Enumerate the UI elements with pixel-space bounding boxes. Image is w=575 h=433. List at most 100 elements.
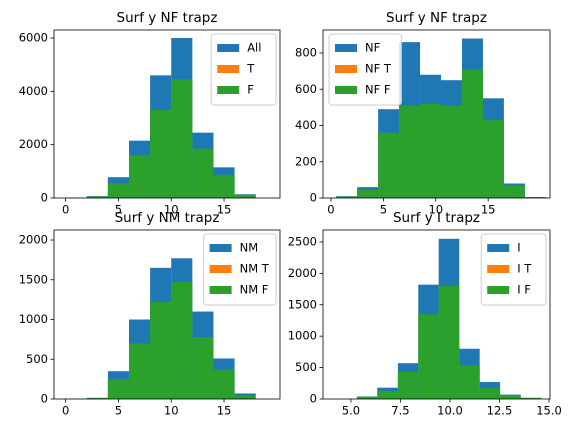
- bar: [500, 395, 521, 399]
- bar: [86, 196, 108, 198]
- x-tick-label: 5.0: [342, 404, 360, 418]
- legend-swatch: [487, 265, 510, 273]
- legend-swatch: [335, 65, 357, 73]
- axes-frame: [322, 29, 551, 199]
- legend-swatch: [335, 86, 357, 94]
- legend: All TF: [210, 33, 277, 106]
- bar: [418, 314, 439, 399]
- x-tick-label: 15.0: [536, 404, 562, 418]
- bar: [357, 189, 379, 198]
- y-tick-label: 1500: [19, 272, 48, 286]
- subplot: 0 5 10 15 0 200 400 600 800 Surf y NF trapz NF NF T…: [295, 10, 551, 217]
- x-tick-label: 0: [62, 404, 69, 418]
- y-tick-label: 6000: [19, 31, 48, 45]
- legend-swatch: [209, 265, 232, 273]
- x-tick-label: 5: [115, 203, 122, 217]
- bar: [399, 105, 421, 198]
- y-tick-label: 0: [41, 191, 48, 205]
- y-tick-label: 2500: [288, 234, 317, 248]
- y-tick-label: 500: [26, 352, 48, 366]
- x-tick-label: 10: [164, 203, 179, 217]
- x-tick-label: 10: [428, 203, 443, 217]
- x-tick-label: 15: [217, 404, 232, 418]
- bar: [213, 369, 235, 399]
- legend-label: NF T: [365, 62, 392, 76]
- bar: [397, 371, 419, 399]
- y-tick-label: 0: [310, 392, 317, 406]
- legend-swatch: [217, 86, 240, 94]
- legend: NM NM T NM F: [203, 233, 277, 306]
- legend-swatch: [487, 244, 510, 252]
- bar: [171, 79, 193, 198]
- bar: [192, 336, 214, 399]
- bar: [150, 110, 172, 198]
- bar: [520, 398, 542, 399]
- bar: [107, 379, 129, 399]
- x-tick-label: 0: [62, 203, 69, 217]
- legend-label: F: [247, 83, 254, 97]
- legend-label: I F: [517, 283, 531, 297]
- bar: [336, 196, 358, 198]
- bar: [234, 395, 256, 399]
- bar: [479, 388, 501, 399]
- legend-label: I: [517, 241, 520, 255]
- bar: [171, 282, 193, 399]
- legend-label: I T: [517, 262, 532, 276]
- y-tick-label: 0: [41, 392, 48, 406]
- axes-frame: [53, 229, 281, 400]
- y-tick-label: 4000: [19, 84, 48, 98]
- bar: [128, 155, 151, 198]
- bar: [420, 103, 442, 198]
- bar: [482, 120, 504, 198]
- legend-swatch: [217, 44, 240, 52]
- legend-label: NM T: [240, 262, 270, 276]
- x-tick-label: 10.0: [437, 404, 463, 418]
- subplot-title: Surf y I trapz: [393, 210, 480, 226]
- y-tick-label: 1500: [288, 297, 317, 311]
- subplot: 5.0 7.5 10.0 12.5 15.0 0 500 1000 1500 2000 2500 Su…: [288, 210, 562, 418]
- bar: [438, 285, 460, 399]
- y-tick-label: 1000: [19, 312, 48, 326]
- legend: NF NF T NF F: [328, 33, 402, 106]
- subplot: 0 5 10 15 0 2000 4000 6000 Surf y NF trapz All TF: [19, 10, 281, 217]
- subplot-title: Surf y NF trapz: [117, 10, 218, 26]
- y-tick-label: 2000: [288, 266, 317, 280]
- y-tick-label: 1000: [288, 329, 317, 343]
- y-tick-label: 2000: [19, 233, 48, 247]
- bar: [441, 105, 462, 198]
- y-tick-label: 200: [295, 154, 317, 168]
- bar: [356, 396, 378, 399]
- legend-label: NM F: [240, 283, 269, 297]
- bar: [86, 398, 108, 399]
- bar: [503, 185, 525, 198]
- y-tick-label: 2000: [19, 137, 48, 151]
- x-tick-label: 0: [327, 203, 334, 217]
- bar: [234, 194, 256, 198]
- y-tick-label: 500: [295, 360, 317, 374]
- bar: [461, 69, 483, 198]
- bar: [128, 343, 151, 399]
- bar: [107, 183, 129, 198]
- bar: [377, 390, 398, 399]
- x-tick-label: 15: [481, 203, 496, 217]
- legend-swatch: [209, 286, 232, 294]
- legend-label: All: [247, 41, 261, 55]
- legend-label: NF: [365, 41, 380, 55]
- y-tick-label: 800: [295, 46, 317, 60]
- y-tick-label: 400: [295, 118, 317, 132]
- legend-label: NF F: [365, 83, 391, 97]
- y-tick-label: 600: [295, 82, 317, 96]
- x-tick-label: 12.5: [487, 404, 513, 418]
- bar: [150, 302, 172, 399]
- x-tick-label: 5: [115, 404, 122, 418]
- axes-frame: [322, 229, 551, 400]
- y-tick-label: 0: [310, 191, 317, 205]
- x-tick-label: 5: [380, 203, 387, 217]
- legend-swatch: [217, 65, 240, 73]
- bar: [459, 365, 480, 399]
- legend-swatch: [209, 244, 232, 252]
- axes-frame: [53, 29, 281, 199]
- bar: [192, 148, 214, 198]
- x-tick-label: 15: [217, 203, 232, 217]
